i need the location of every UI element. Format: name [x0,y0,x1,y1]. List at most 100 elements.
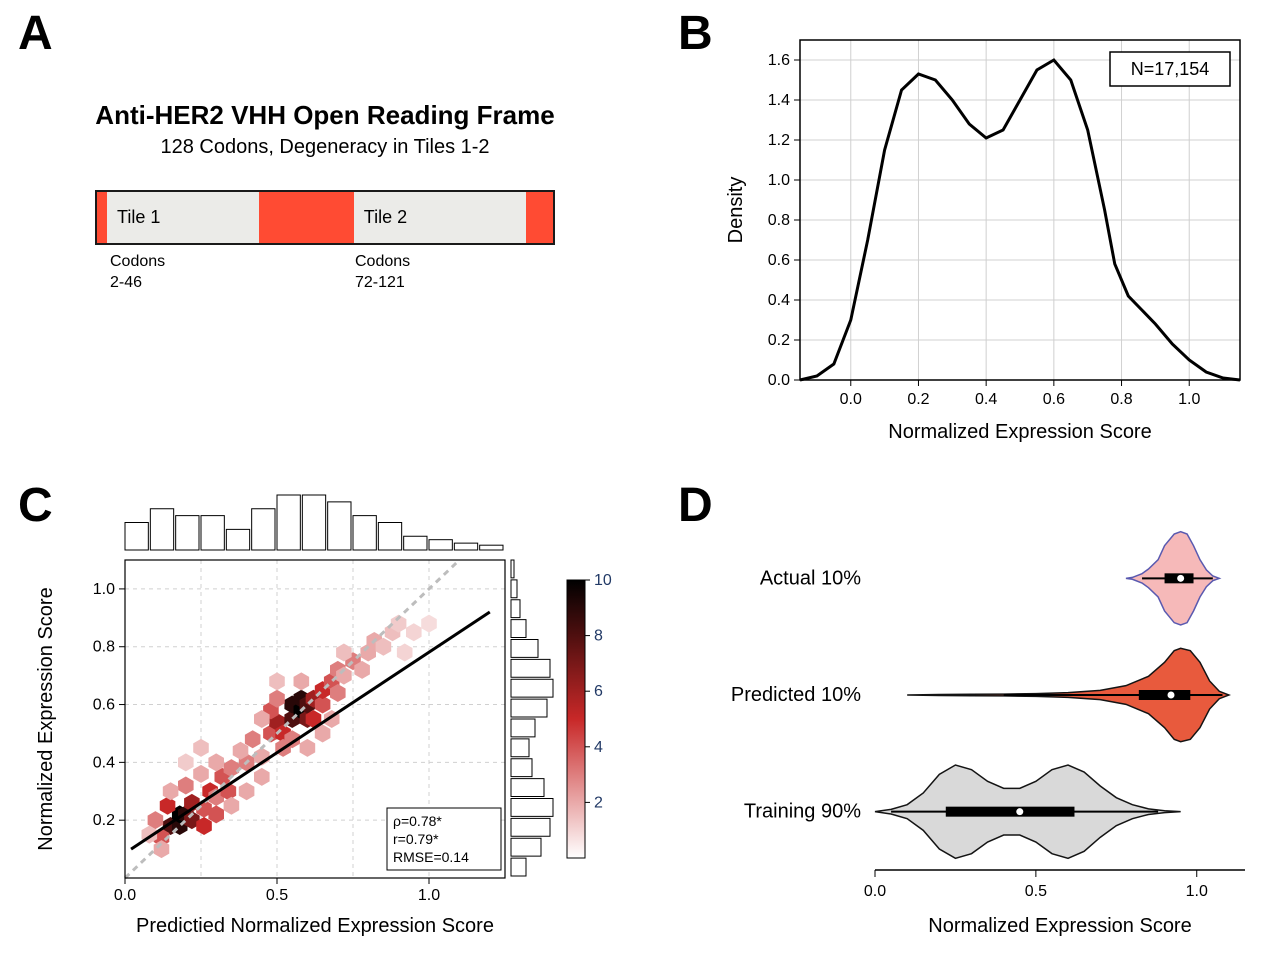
spacer-segment [259,192,354,243]
colorbar-tick-label: 4 [594,739,603,756]
reading-frame-bar: Tile 1 Tile 2 [95,190,555,245]
hexbin-cell [163,782,179,800]
y-axis-label: Normalized Expression Score [35,587,57,850]
right-hist-bar [511,739,529,757]
top-hist-bar [201,516,224,550]
x-tick-label: 0.0 [114,887,136,904]
y-tick-label: 1.4 [768,92,790,109]
panel-a-caption-2: Codons72-121 [355,252,410,294]
hexbin-cell [421,615,437,633]
x-tick-label: 0.0 [864,883,886,900]
y-tick-label: 0.4 [93,754,115,771]
x-tick-label: 0.8 [1110,391,1132,408]
hexbin-cell [193,739,209,757]
top-hist-bar [176,516,199,550]
top-hist-bar [252,509,275,550]
violin-category-label: Predicted 10% [731,684,861,706]
hexbin-cell [269,672,285,690]
y-tick-label: 1.2 [768,132,790,149]
top-hist-bar [277,495,300,550]
right-hist-bar [511,699,547,717]
hexbin-cell [178,776,194,794]
top-hist-bar [454,543,477,550]
x-axis-label: Normalized Expression Score [928,915,1191,937]
violin-category-label: Actual 10% [760,567,861,589]
x-axis-label: Predictied Normalized Expression Score [136,915,494,937]
box [1139,690,1190,700]
hexbin-cell [245,730,261,748]
median-point [1168,692,1175,699]
median-point [1177,575,1184,582]
stat-r: r=0.79* [393,831,439,847]
x-tick-label: 0.5 [1025,883,1047,900]
hexbin-cell [193,765,209,783]
right-hist-bar [511,799,553,817]
right-hist-bar [511,600,520,618]
top-hist-bar [480,545,503,550]
top-hist-bar [150,509,173,550]
colorbar [567,580,585,858]
panel-a-caption-1: Codons2-46 [110,252,165,294]
spacer-segment [97,192,107,243]
y-axis-label: Density [725,177,747,244]
y-tick-label: 0.2 [768,332,790,349]
x-tick-label: 1.0 [418,887,440,904]
spacer-segment [526,192,553,243]
right-hist-bar [511,679,553,697]
top-hist-bar [125,523,148,551]
violin-category-label: Training 90% [744,801,861,823]
right-hist-bar [511,659,550,677]
hexbin-cell [397,644,413,662]
colorbar-tick-label: 2 [594,794,603,811]
y-tick-label: 0.2 [93,812,115,829]
right-hist-bar [511,560,514,578]
colorbar-tick-label: 6 [594,683,603,700]
x-tick-label: 0.2 [907,391,929,408]
density-plot: 0.00.20.40.60.81.01.21.41.60.00.20.40.60… [720,20,1260,460]
hexbin-cell [239,782,255,800]
x-tick-label: 1.0 [1178,391,1200,408]
hexbin-cell [224,797,240,815]
y-tick-label: 0.6 [93,697,115,714]
y-tick-label: 1.6 [768,52,790,69]
y-tick-label: 0.6 [768,252,790,269]
right-hist-bar [511,620,526,638]
violin-plot: 0.0 0.5 1.0 Normalized Expression Score Actu… [700,480,1270,950]
right-hist-bar [511,858,526,876]
panel-a-subtitle: 128 Codons, Degeneracy in Tiles 1-2 [95,136,555,159]
right-hist-bar [511,580,517,598]
panel-a-title: Anti-HER2 VHH Open Reading Frame [95,100,555,131]
colorbar-tick-label: 8 [594,628,603,645]
y-tick-label: 1.0 [93,581,115,598]
right-hist-bar [511,640,538,658]
panel-label-a: A [18,6,53,61]
top-hist-bar [302,495,325,550]
stat-rmse: RMSE=0.14 [393,849,469,865]
scatter-hexbin-plot: 0.00.51.00.20.40.60.81.0Predictied Norma… [20,480,650,950]
tile-segment: Tile 1 [107,192,259,243]
x-axis-label: Normalized Expression Score [888,421,1151,443]
hexbin-cell [406,623,422,641]
stat-rho: ρ=0.78* [393,813,442,829]
right-hist-bar [511,838,541,856]
colorbar-tick-label: 10 [594,572,612,589]
y-tick-label: 0.8 [93,639,115,656]
figure-root: A B C D Anti-HER2 VHH Open Reading Frame… [0,0,1280,957]
x-tick-label: 0.6 [1043,391,1065,408]
n-count-label: N=17,154 [1131,59,1210,79]
top-hist-bar [226,529,249,550]
y-tick-label: 0.4 [768,292,790,309]
tile-segment: Tile 2 [354,192,526,243]
x-tick-label: 0.4 [975,391,997,408]
panel-label-b: B [678,6,713,61]
x-tick-label: 1.0 [1186,883,1208,900]
right-hist-bar [511,818,550,836]
right-hist-bar [511,779,544,797]
x-tick-label: 0.0 [840,391,862,408]
median-point [1016,808,1023,815]
hexbin-cell [178,753,194,771]
top-hist-bar [429,540,452,550]
right-hist-bar [511,759,532,777]
right-hist-bar [511,719,535,737]
hexbin-cell [300,739,316,757]
